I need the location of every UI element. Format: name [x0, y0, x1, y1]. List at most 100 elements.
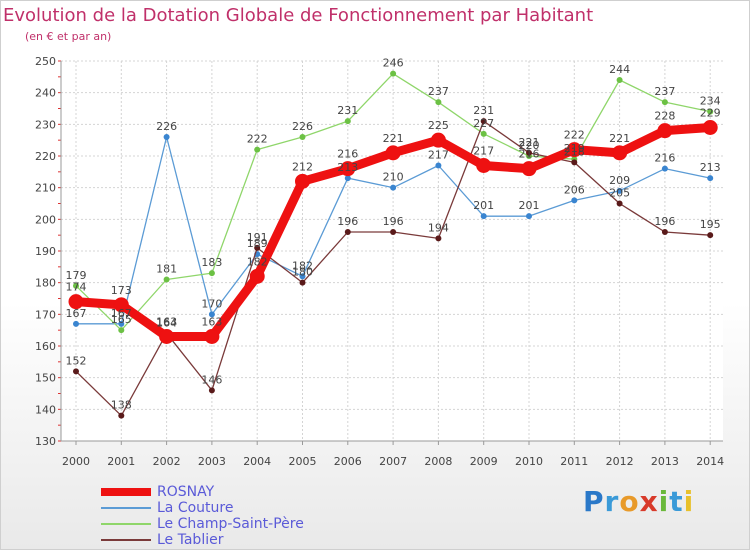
data-label: 164: [156, 316, 177, 329]
y-tick-label: 190: [35, 245, 56, 258]
data-point: [208, 311, 215, 318]
data-point: [295, 173, 310, 189]
data-label: 217: [473, 145, 494, 158]
data-point: [68, 294, 84, 310]
data-point: [208, 270, 215, 277]
data-point: [707, 108, 714, 115]
data-label: 216: [337, 148, 358, 161]
data-point: [390, 229, 397, 235]
data-label: 222: [247, 133, 268, 146]
x-tick-label: 2005: [289, 455, 317, 468]
data-point: [254, 244, 261, 251]
data-point: [299, 134, 306, 140]
data-point: [390, 184, 397, 191]
y-tick-label: 150: [35, 372, 56, 385]
x-tick-label: 2010: [515, 455, 543, 468]
x-tick-label: 2013: [651, 455, 679, 468]
data-label: 206: [564, 183, 585, 196]
data-point: [616, 77, 623, 83]
data-point: [480, 130, 487, 137]
data-point: [616, 200, 623, 207]
data-label: 246: [383, 57, 404, 70]
data-label: 221: [519, 136, 540, 149]
data-point: [73, 368, 79, 375]
x-tick-label: 2002: [153, 455, 181, 468]
data-label: 213: [700, 161, 721, 174]
data-point: [385, 145, 401, 161]
legend-swatch: [101, 523, 151, 525]
x-tick-label: 2014: [696, 455, 724, 468]
data-point: [118, 327, 125, 334]
legend-label: Le Tablier: [157, 532, 224, 548]
y-tick-label: 210: [35, 182, 56, 195]
data-label: 221: [383, 132, 404, 145]
data-point: [249, 268, 265, 284]
data-point: [661, 165, 668, 172]
data-label: 237: [654, 85, 675, 98]
data-label: 167: [111, 307, 132, 320]
data-label: 220: [519, 139, 540, 152]
legend-swatch: [101, 539, 151, 541]
x-tick-label: 2011: [560, 455, 588, 468]
data-point: [340, 161, 356, 177]
data-label: 174: [66, 281, 87, 294]
data-point: [707, 232, 714, 239]
data-point: [571, 159, 578, 166]
data-label: 196: [383, 215, 404, 228]
data-label: 167: [66, 307, 87, 320]
chart-subtitle: (en € et par an): [25, 30, 112, 43]
data-point: [526, 149, 532, 156]
data-label: 138: [111, 399, 132, 412]
data-label: 228: [654, 110, 675, 123]
data-point: [113, 297, 129, 313]
x-tick-label: 2009: [470, 455, 498, 468]
data-point: [707, 175, 714, 182]
proxiti-logo: Proxiti: [583, 485, 695, 518]
y-tick-label: 250: [35, 55, 56, 68]
data-label: 226: [156, 120, 177, 133]
data-point: [299, 273, 306, 280]
data-point: [702, 120, 718, 135]
data-point: [390, 70, 397, 77]
legend-label: ROSNAY: [157, 484, 215, 500]
y-tick-label: 140: [35, 403, 56, 416]
data-label: 189: [247, 237, 268, 250]
data-point: [344, 175, 351, 182]
data-label: 194: [428, 221, 449, 234]
data-point: [208, 387, 215, 394]
data-label: 201: [519, 199, 540, 212]
y-tick-label: 170: [35, 308, 56, 321]
data-point: [480, 213, 487, 220]
x-tick-label: 2001: [107, 455, 135, 468]
series-layer: [68, 70, 718, 419]
data-label: 209: [609, 174, 630, 187]
axis-layer: 130 140 150 160 170 180 190 200 210 220 230 240 250 2…: [35, 55, 724, 468]
data-label: 182: [292, 259, 313, 272]
data-label: 165: [111, 313, 132, 326]
data-label: 219: [564, 142, 585, 155]
data-label: 231: [337, 104, 358, 117]
data-point: [159, 329, 175, 344]
data-label: 210: [383, 171, 404, 184]
data-label: 234: [700, 95, 721, 108]
x-tick-label: 2012: [606, 455, 634, 468]
data-point: [526, 213, 532, 220]
data-label: 152: [66, 354, 87, 367]
data-label: 179: [66, 269, 87, 282]
data-label: 201: [473, 199, 494, 212]
data-label: 170: [201, 297, 222, 310]
y-tick-label: 220: [35, 150, 56, 163]
legend-swatch: [101, 507, 151, 509]
data-label: 196: [654, 215, 675, 228]
data-point: [571, 197, 578, 204]
data-point: [435, 235, 442, 242]
data-point: [163, 134, 170, 140]
data-point: [204, 329, 220, 344]
x-tick-label: 2008: [424, 455, 452, 468]
data-point: [661, 99, 668, 106]
x-tick-label: 2007: [379, 455, 407, 468]
data-point: [254, 146, 261, 153]
y-tick-label: 240: [35, 87, 56, 100]
data-label: 182: [247, 255, 268, 268]
